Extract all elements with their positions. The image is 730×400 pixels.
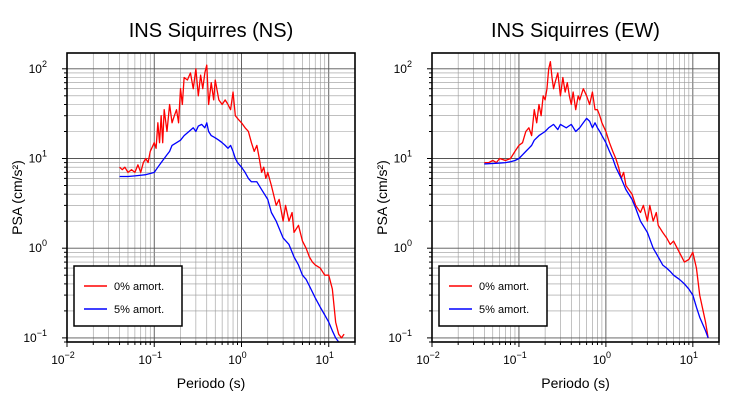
y-tick-label: 102 bbox=[394, 59, 412, 76]
legend-label: 0% amort. bbox=[114, 281, 164, 293]
series-line-amort-0 bbox=[484, 61, 709, 339]
y-tick-label-exp: 2 bbox=[407, 59, 412, 69]
x-tick-label-base: 10 bbox=[680, 353, 694, 367]
plot-frame bbox=[431, 52, 720, 343]
legend-label: 5% amort. bbox=[479, 304, 529, 316]
x-tick-label-exp: −1 bbox=[152, 350, 162, 360]
y-tick-label-base: 10 bbox=[23, 331, 37, 345]
x-tick-label-base: 10 bbox=[593, 353, 607, 367]
x-tick-label: 10−1 bbox=[503, 350, 527, 367]
y-tick-label-base: 10 bbox=[29, 62, 43, 76]
x-tick-label-base: 10 bbox=[316, 353, 330, 367]
legend-box bbox=[438, 265, 548, 327]
y-tick-label-exp: 1 bbox=[407, 148, 412, 158]
y-tick-label-exp: 2 bbox=[42, 59, 47, 69]
y-tick-label-base: 10 bbox=[29, 151, 43, 165]
chart-title: INS Siquirres (NS) bbox=[129, 20, 293, 42]
y-tick-label: 101 bbox=[29, 148, 47, 165]
legend-label: 0% amort. bbox=[479, 281, 529, 293]
x-axis-label: Periodo (s) bbox=[177, 375, 245, 391]
y-tick-label: 102 bbox=[29, 59, 47, 76]
y-tick-label-base: 10 bbox=[394, 151, 408, 165]
legend: 0% amort. 5% amort. bbox=[73, 265, 183, 327]
x-tick-label: 10−2 bbox=[51, 350, 75, 367]
x-tick-label-exp: 1 bbox=[693, 350, 698, 360]
x-tick-label-base: 10 bbox=[228, 353, 242, 367]
x-axis-label: Periodo (s) bbox=[541, 375, 609, 391]
x-tick-label: 101 bbox=[680, 350, 698, 367]
x-tick-label-exp: −2 bbox=[430, 350, 440, 360]
y-tick-label-exp: 1 bbox=[42, 148, 47, 158]
y-tick-label: 10−1 bbox=[388, 328, 412, 345]
x-tick-label-exp: 0 bbox=[606, 350, 611, 360]
y-tick-label: 101 bbox=[394, 148, 412, 165]
x-tick-label-exp: −1 bbox=[516, 350, 526, 360]
x-tick-label-exp: 0 bbox=[242, 350, 247, 360]
y-tick-label-exp: 0 bbox=[407, 238, 412, 248]
y-tick-label-exp: 0 bbox=[42, 238, 47, 248]
x-tick-label: 10−2 bbox=[416, 350, 440, 367]
y-axis-label: PSA (cm/s²) bbox=[374, 160, 390, 235]
legend: 0% amort. 5% amort. bbox=[438, 265, 548, 327]
x-tick-label: 100 bbox=[593, 350, 611, 367]
y-tick-label-base: 10 bbox=[394, 241, 408, 255]
y-tick-label-exp: −1 bbox=[37, 328, 47, 338]
legend-label: 5% amort. bbox=[114, 304, 164, 316]
series-group bbox=[484, 61, 709, 339]
y-tick-label-exp: −1 bbox=[402, 328, 412, 338]
x-tick-label-base: 10 bbox=[51, 353, 65, 367]
x-tick-label: 10−1 bbox=[138, 350, 162, 367]
y-axis-label: PSA (cm/s²) bbox=[9, 160, 25, 235]
y-tick-label: 100 bbox=[394, 238, 412, 255]
series-line-amort-0 bbox=[119, 64, 345, 339]
y-tick-label-base: 10 bbox=[388, 331, 402, 345]
legend-box bbox=[73, 265, 183, 327]
y-tick-label: 100 bbox=[29, 238, 47, 255]
x-tick-label: 100 bbox=[228, 350, 246, 367]
y-tick-label: 10−1 bbox=[23, 328, 47, 345]
x-tick-label-exp: −2 bbox=[65, 350, 75, 360]
y-tick-label-base: 10 bbox=[394, 62, 408, 76]
x-tick-label-exp: 1 bbox=[329, 350, 334, 360]
y-tick-label-base: 10 bbox=[29, 241, 43, 255]
series-group bbox=[119, 64, 345, 343]
axis-ticks bbox=[62, 68, 356, 347]
axis-ticks bbox=[427, 68, 720, 347]
x-tick-label-base: 10 bbox=[416, 353, 430, 367]
series-line-amort-5 bbox=[119, 122, 340, 343]
chart-title: INS Siquirres (EW) bbox=[491, 20, 660, 42]
x-tick-label: 101 bbox=[316, 350, 334, 367]
x-tick-label-base: 10 bbox=[138, 353, 152, 367]
series-line-amort-5 bbox=[484, 117, 709, 339]
plot-frame bbox=[66, 52, 356, 343]
x-tick-label-base: 10 bbox=[503, 353, 517, 367]
